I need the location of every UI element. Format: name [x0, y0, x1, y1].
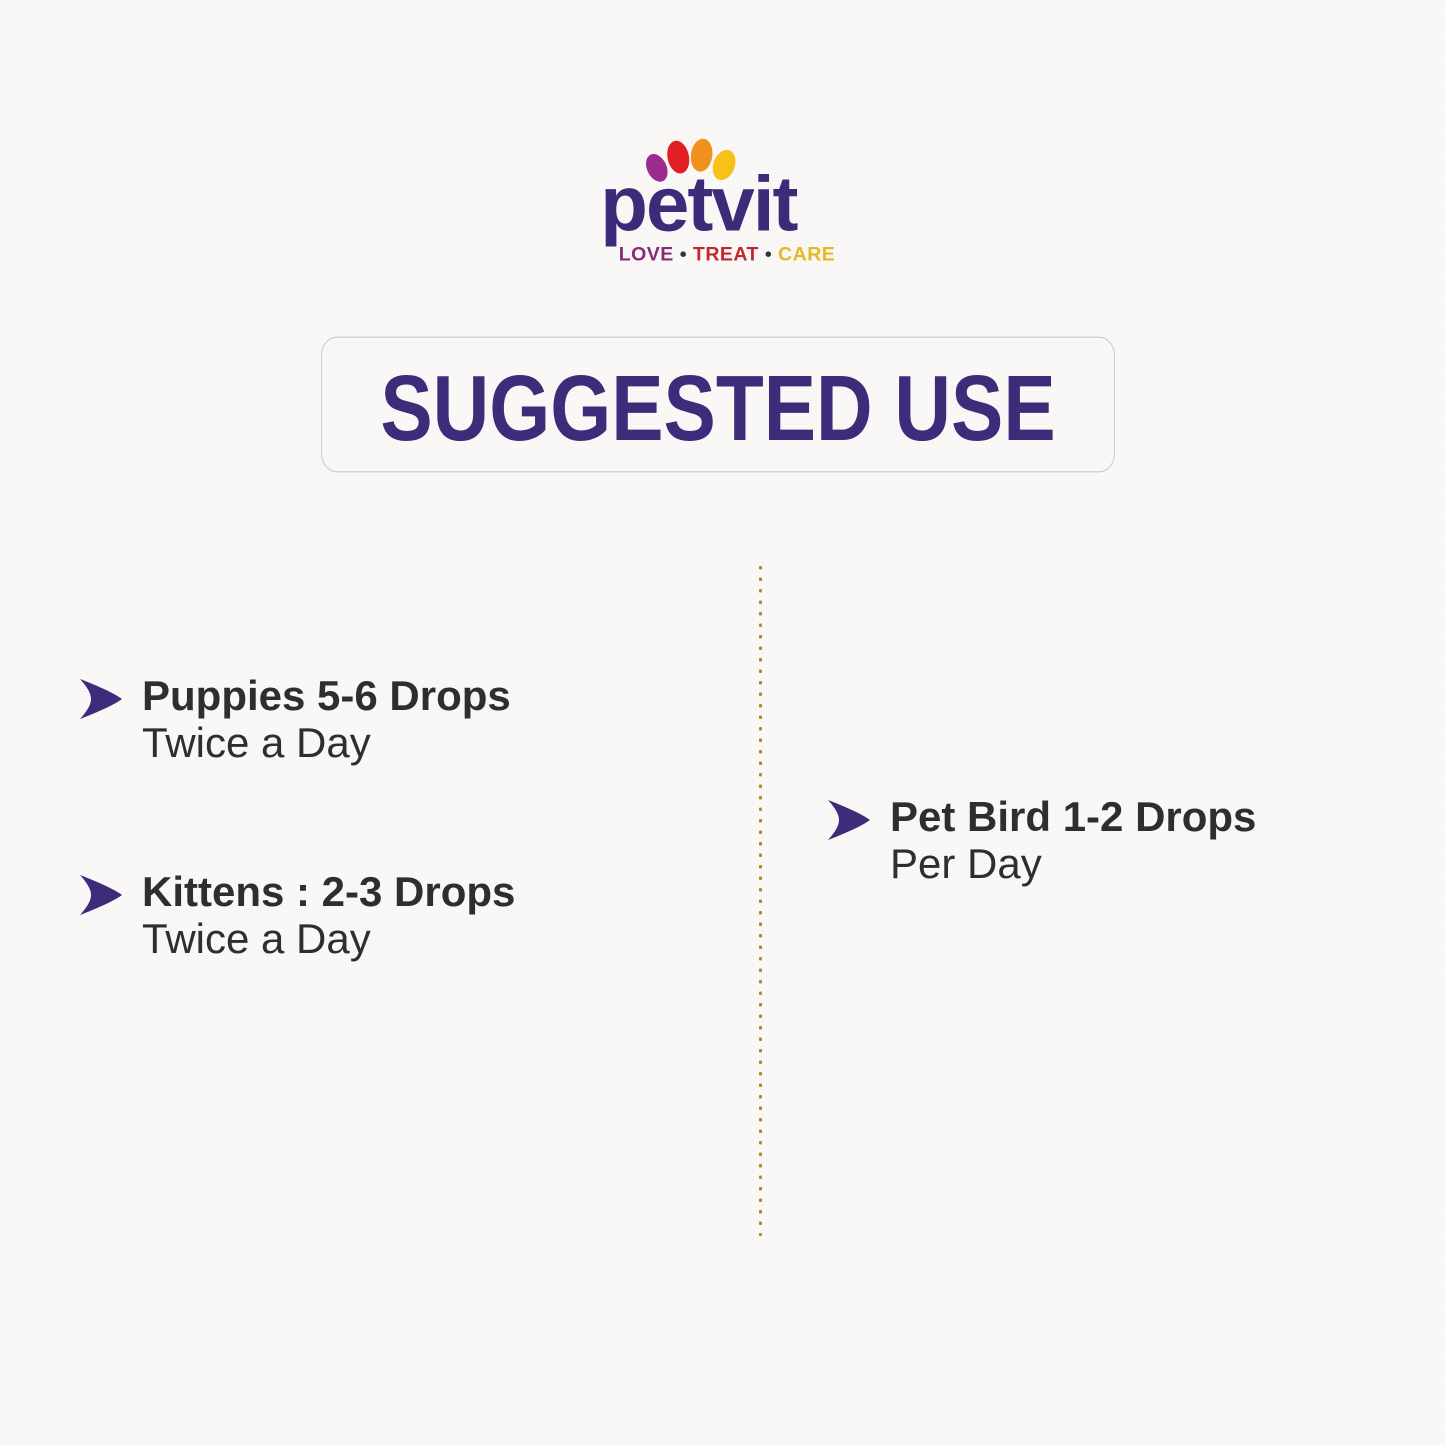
svg-text:petvit: petvit [600, 159, 798, 247]
